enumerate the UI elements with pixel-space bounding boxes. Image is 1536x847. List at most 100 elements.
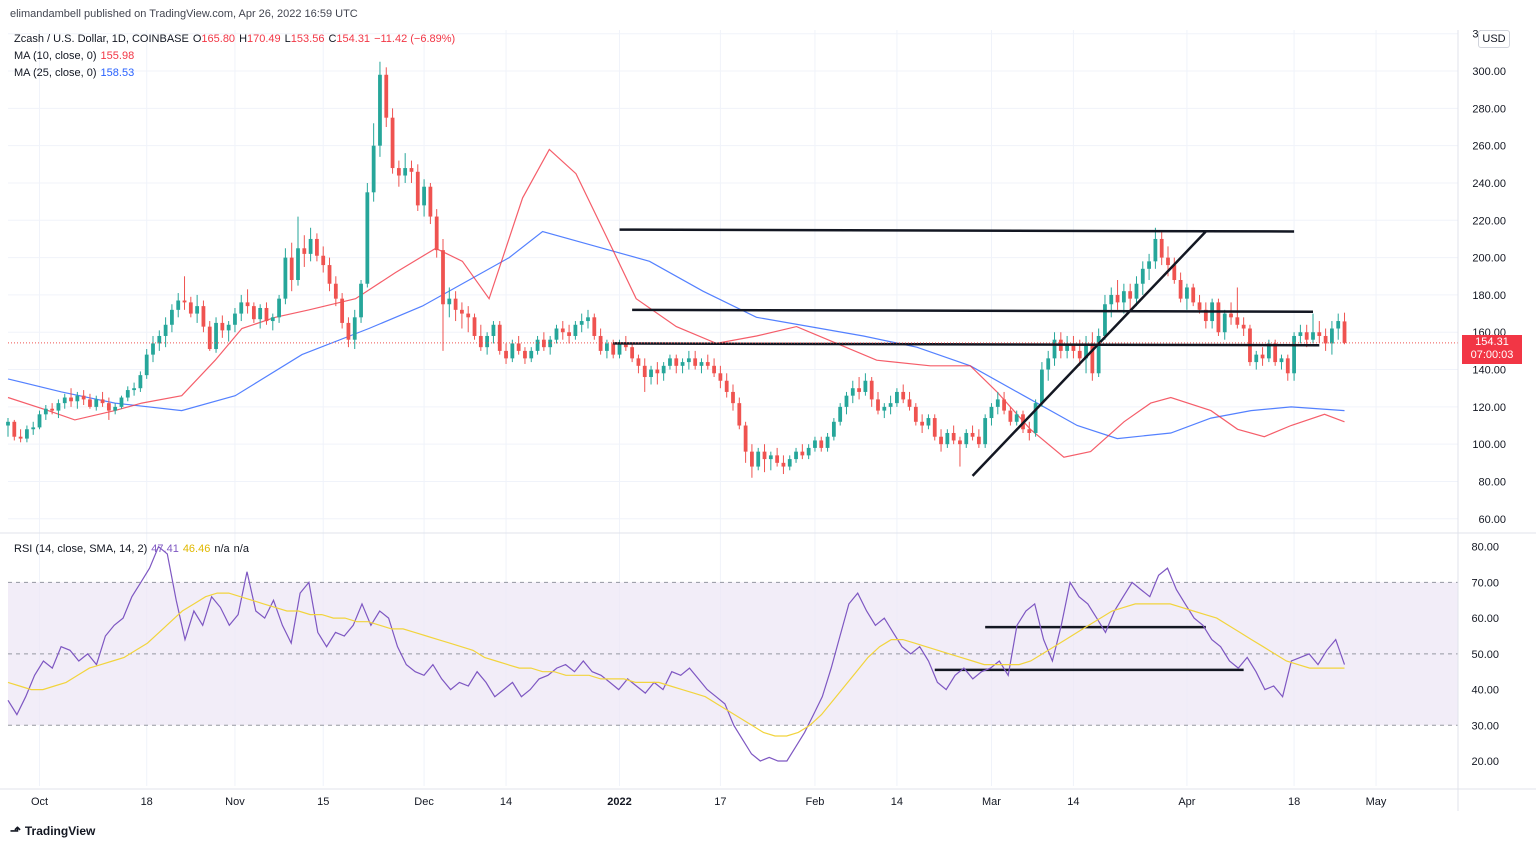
- candle[interactable]: [106, 397, 111, 420]
- candle[interactable]: [151, 335, 155, 363]
- candle[interactable]: [983, 414, 988, 448]
- price-trendline[interactable]: [619, 228, 1295, 233]
- candle[interactable]: [775, 447, 780, 467]
- candle[interactable]: [270, 313, 275, 331]
- candle[interactable]: [548, 335, 553, 355]
- candle[interactable]: [1027, 421, 1032, 441]
- candle[interactable]: [642, 358, 647, 392]
- candle[interactable]: [75, 391, 80, 409]
- candle[interactable]: [1330, 321, 1334, 355]
- candle[interactable]: [958, 436, 962, 467]
- candle[interactable]: [289, 242, 294, 292]
- candle[interactable]: [989, 403, 994, 426]
- candle[interactable]: [340, 293, 345, 329]
- candle[interactable]: [226, 321, 231, 342]
- candle[interactable]: [718, 365, 723, 389]
- candle[interactable]: [409, 160, 414, 183]
- candle[interactable]: [693, 350, 698, 370]
- candle[interactable]: [12, 419, 17, 441]
- candle[interactable]: [535, 335, 540, 355]
- candle[interactable]: [554, 324, 559, 344]
- candle[interactable]: [125, 386, 130, 402]
- candle[interactable]: [1342, 312, 1347, 345]
- candle[interactable]: [787, 455, 792, 471]
- candle[interactable]: [100, 391, 105, 407]
- candle[interactable]: [586, 309, 590, 329]
- candle[interactable]: [674, 354, 679, 374]
- candle[interactable]: [441, 238, 445, 351]
- candle[interactable]: [1260, 347, 1265, 366]
- candle[interactable]: [850, 380, 855, 404]
- candle[interactable]: [138, 371, 143, 392]
- candle[interactable]: [756, 447, 761, 471]
- candle[interactable]: [995, 391, 1000, 415]
- candle[interactable]: [18, 429, 23, 443]
- candle[interactable]: [1323, 328, 1328, 351]
- candle[interactable]: [699, 358, 704, 374]
- candle[interactable]: [1241, 317, 1246, 336]
- candle[interactable]: [144, 349, 149, 379]
- candle[interactable]: [724, 373, 729, 398]
- candle[interactable]: [170, 304, 174, 333]
- candle[interactable]: [390, 108, 395, 174]
- candle[interactable]: [188, 296, 193, 318]
- candle[interactable]: [970, 425, 975, 441]
- candle[interactable]: [1052, 332, 1057, 366]
- candle[interactable]: [50, 403, 55, 415]
- candle[interactable]: [1203, 302, 1208, 329]
- candle[interactable]: [88, 393, 92, 409]
- candle[interactable]: [838, 403, 843, 426]
- candle[interactable]: [1159, 231, 1164, 266]
- candle[interactable]: [768, 451, 773, 471]
- candle[interactable]: [560, 321, 565, 340]
- candle[interactable]: [592, 313, 597, 340]
- candle[interactable]: [541, 332, 546, 351]
- candle[interactable]: [1147, 253, 1151, 280]
- candle[interactable]: [94, 395, 99, 411]
- candle[interactable]: [315, 233, 319, 262]
- candle[interactable]: [737, 397, 742, 430]
- candle[interactable]: [1065, 335, 1070, 359]
- candle[interactable]: [1317, 321, 1322, 344]
- candle[interactable]: [649, 365, 653, 385]
- currency-button[interactable]: USD: [1478, 30, 1510, 48]
- candle[interactable]: [1134, 276, 1139, 307]
- candle[interactable]: [302, 235, 307, 267]
- candle[interactable]: [605, 339, 609, 359]
- candle[interactable]: [296, 216, 300, 286]
- candle[interactable]: [157, 330, 162, 351]
- candle[interactable]: [630, 343, 635, 363]
- candle[interactable]: [371, 123, 376, 202]
- candle[interactable]: [466, 306, 471, 333]
- candle[interactable]: [523, 347, 527, 364]
- candle[interactable]: [686, 350, 691, 370]
- candle[interactable]: [888, 395, 893, 415]
- candle[interactable]: [1292, 332, 1296, 381]
- candle[interactable]: [636, 354, 641, 374]
- candle[interactable]: [1266, 339, 1271, 363]
- candle[interactable]: [731, 384, 735, 411]
- candle[interactable]: [939, 429, 943, 452]
- candle[interactable]: [819, 436, 824, 452]
- candle[interactable]: [327, 257, 332, 292]
- candle[interactable]: [844, 391, 849, 415]
- candle[interactable]: [321, 246, 326, 273]
- candle[interactable]: [1084, 335, 1088, 374]
- candle[interactable]: [1071, 335, 1076, 359]
- candle[interactable]: [359, 280, 363, 323]
- candle[interactable]: [781, 455, 786, 475]
- candle[interactable]: [945, 429, 950, 448]
- candle[interactable]: [258, 304, 263, 329]
- candle[interactable]: [1140, 261, 1145, 295]
- candle[interactable]: [176, 293, 181, 318]
- candle[interactable]: [1040, 362, 1044, 407]
- candle[interactable]: [1121, 283, 1126, 314]
- candle[interactable]: [1090, 332, 1095, 381]
- candle[interactable]: [6, 418, 10, 437]
- candle[interactable]: [1336, 313, 1341, 340]
- candle[interactable]: [516, 335, 521, 355]
- candle[interactable]: [365, 182, 370, 288]
- candle[interactable]: [415, 164, 420, 211]
- candle[interactable]: [794, 447, 798, 463]
- candle[interactable]: [1229, 302, 1233, 325]
